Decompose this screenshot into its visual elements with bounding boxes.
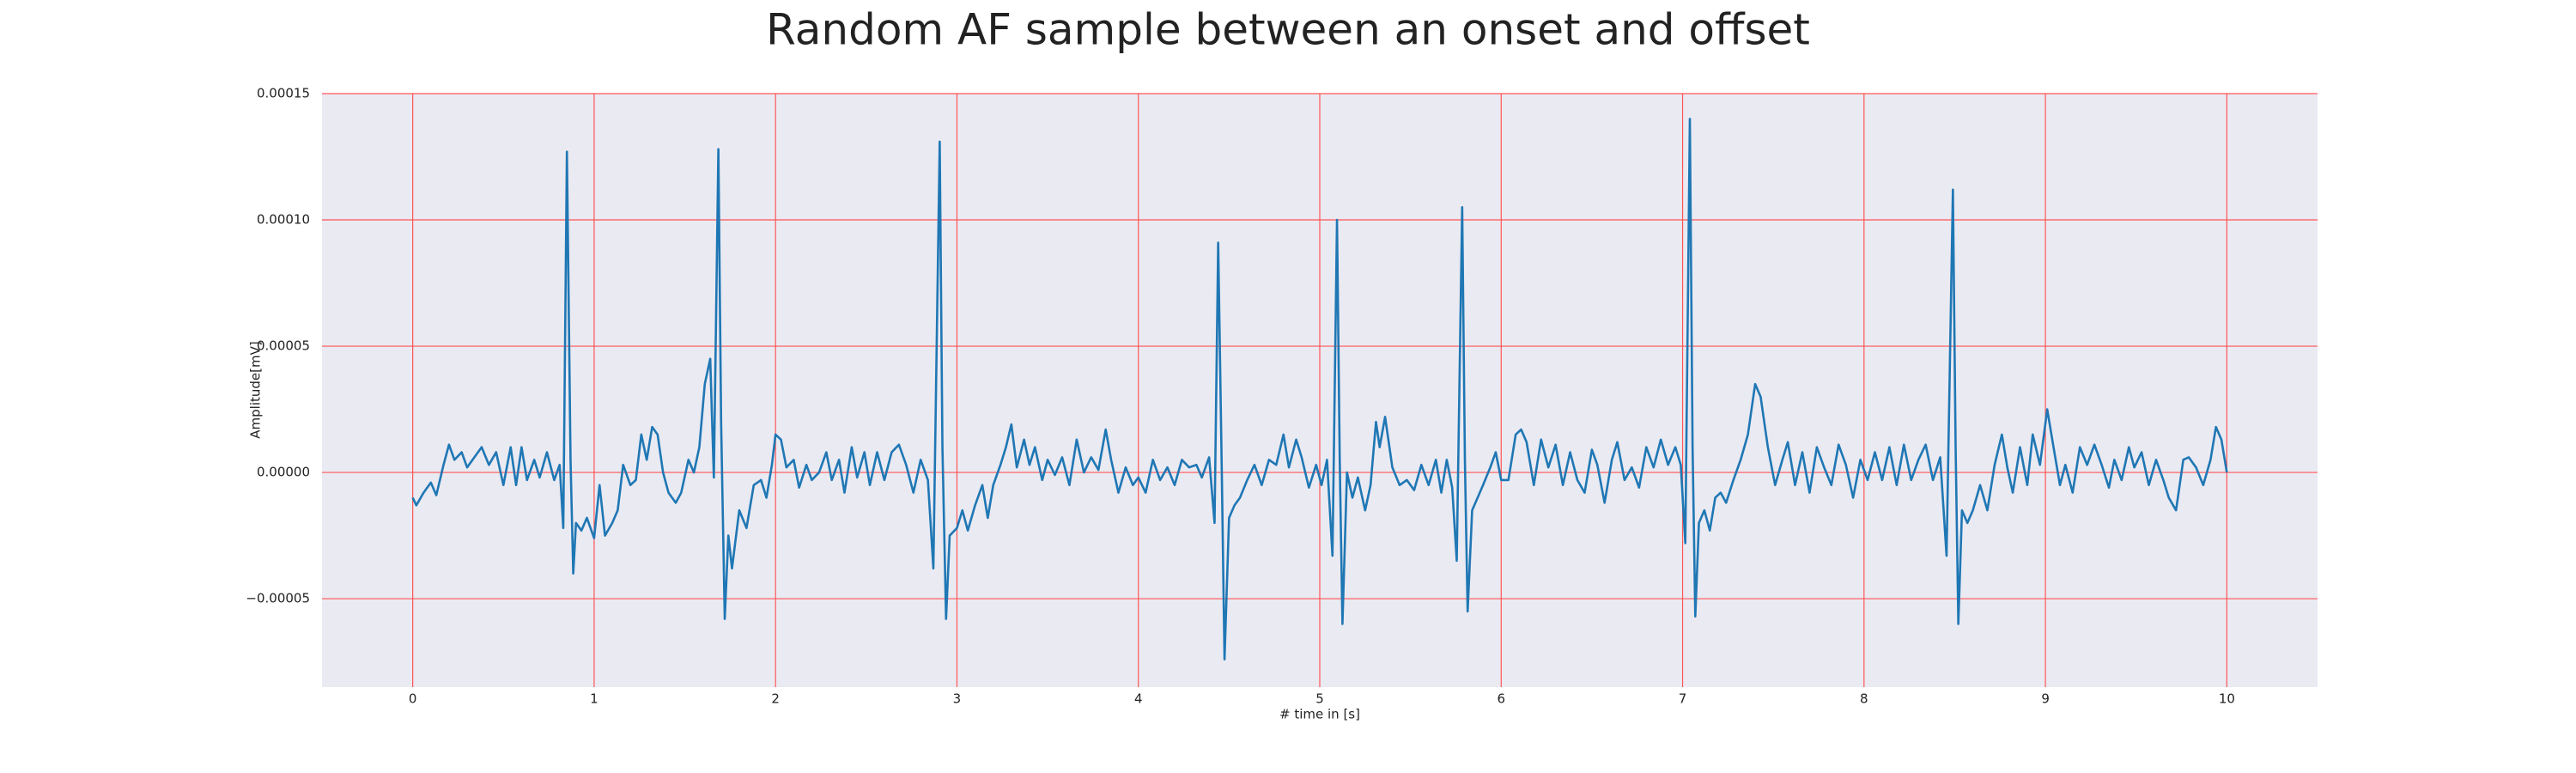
signal-line bbox=[411, 118, 2228, 660]
x-tick-label: 10 bbox=[2219, 691, 2235, 707]
x-tick-label: 8 bbox=[1860, 691, 1868, 707]
chart-title: Random AF sample between an onset and of… bbox=[766, 5, 1810, 55]
x-tick-label: 1 bbox=[590, 691, 598, 707]
x-tick-label: 6 bbox=[1497, 691, 1505, 707]
x-tick-label: 0 bbox=[409, 691, 417, 707]
x-tick-label: 3 bbox=[953, 691, 962, 707]
labels: Random AF sample between an onset and of… bbox=[246, 5, 2235, 722]
x-tick-label: 4 bbox=[1134, 691, 1143, 707]
x-tick-label: 5 bbox=[1315, 691, 1324, 707]
y-tick-label: 0.00000 bbox=[257, 465, 310, 480]
x-tick-label: 9 bbox=[2041, 691, 2050, 707]
grid bbox=[322, 93, 2318, 687]
y-tick-label: 0.00015 bbox=[257, 86, 310, 101]
lines bbox=[411, 118, 2228, 660]
y-tick-label: 0.00010 bbox=[257, 212, 310, 228]
y-tick-label: −0.00005 bbox=[246, 591, 310, 606]
x-tick-label: 7 bbox=[1679, 691, 1687, 707]
y-axis-label: Amplitude[mV] bbox=[248, 341, 264, 438]
x-tick-label: 2 bbox=[771, 691, 780, 707]
y-tick-label: 0.00005 bbox=[257, 338, 310, 354]
x-axis-label: # time in [s] bbox=[1279, 707, 1360, 722]
